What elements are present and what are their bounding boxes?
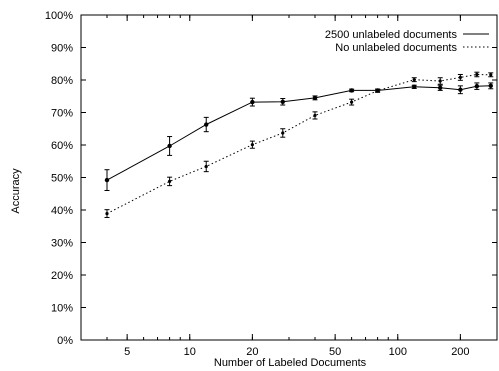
y-axis-label: Accuracy — [10, 168, 22, 214]
data-point — [281, 131, 285, 135]
x-tick-label: 50 — [329, 346, 341, 358]
data-point — [204, 164, 208, 169]
data-point — [250, 99, 255, 105]
data-point — [438, 79, 442, 83]
y-tick-label: 90% — [51, 43, 73, 55]
data-point — [412, 84, 417, 90]
data-point — [458, 75, 462, 79]
plot-frame — [80, 14, 498, 341]
x-tick-label: 5 — [124, 346, 130, 358]
legend-label: No unlabeled documents — [335, 42, 457, 54]
data-point — [167, 143, 172, 149]
data-point — [204, 122, 209, 127]
data-point — [458, 87, 463, 92]
y-tick-label: 30% — [51, 238, 73, 250]
plot-area: 0% 10% 20% 30% 40% 50% 60% 70% 80% 90% 100% 5 10 20 50… — [45, 10, 498, 358]
y-tick-label: 50% — [51, 173, 73, 185]
x-axis-label: Number of Labeled Documents — [214, 357, 367, 369]
y-tick-label: 10% — [51, 303, 73, 315]
y-tick-label: 100% — [45, 10, 73, 22]
series-line — [106, 85, 491, 181]
y-tick-label: 60% — [51, 140, 73, 152]
data-point — [350, 100, 354, 104]
data-point — [474, 83, 480, 89]
legend-label: 2500 unlabeled documents — [325, 29, 458, 41]
y-tick-label: 20% — [51, 270, 73, 282]
x-tick-label: 20 — [246, 346, 258, 358]
data-point — [250, 143, 254, 147]
data-point — [376, 89, 380, 93]
x-tick-label: 200 — [451, 346, 469, 358]
series-line — [106, 73, 491, 215]
data-point — [412, 78, 416, 82]
data-point — [489, 73, 493, 77]
data-point — [475, 72, 479, 77]
data-point — [313, 113, 317, 118]
y-tick-label: 80% — [51, 75, 73, 87]
data-point — [168, 179, 172, 183]
y-tick-label: 0% — [57, 335, 73, 347]
data-point — [280, 99, 285, 104]
x-tick-label: 100 — [389, 346, 407, 358]
y-tick-label: 70% — [51, 108, 73, 120]
data-point — [312, 95, 318, 101]
y-tick-label: 40% — [51, 205, 73, 217]
data-point — [104, 177, 110, 183]
data-point — [488, 83, 493, 89]
data-point — [349, 88, 354, 93]
x-tick-label: 10 — [184, 346, 196, 358]
data-point — [105, 211, 109, 216]
data-point — [438, 85, 443, 91]
